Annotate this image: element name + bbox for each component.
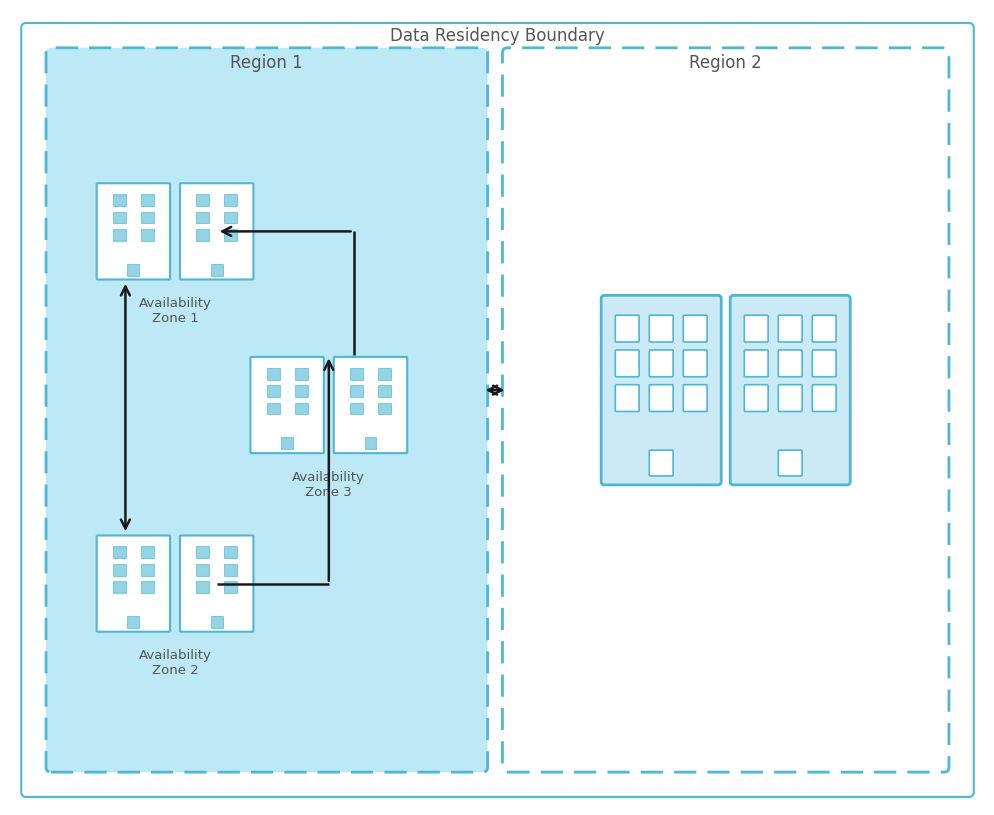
- Bar: [350, 385, 363, 397]
- FancyBboxPatch shape: [777, 315, 801, 342]
- Bar: [141, 194, 154, 206]
- Text: Availability
Zone 2: Availability Zone 2: [138, 649, 212, 677]
- Bar: [141, 564, 154, 575]
- FancyBboxPatch shape: [683, 385, 707, 412]
- FancyBboxPatch shape: [600, 295, 721, 485]
- FancyBboxPatch shape: [811, 315, 835, 342]
- Bar: [112, 229, 125, 240]
- Bar: [294, 385, 307, 397]
- Bar: [141, 229, 154, 240]
- Text: Availability
Zone 3: Availability Zone 3: [292, 470, 365, 499]
- FancyBboxPatch shape: [502, 48, 948, 772]
- Bar: [196, 564, 209, 575]
- Bar: [224, 212, 237, 223]
- FancyBboxPatch shape: [649, 350, 673, 377]
- Bar: [378, 368, 391, 380]
- FancyBboxPatch shape: [614, 350, 638, 377]
- Text: Region 1: Region 1: [230, 54, 302, 72]
- Bar: [141, 581, 154, 593]
- Bar: [112, 212, 125, 223]
- Bar: [294, 368, 307, 380]
- FancyBboxPatch shape: [180, 535, 253, 632]
- FancyBboxPatch shape: [250, 357, 323, 453]
- Bar: [378, 385, 391, 397]
- Bar: [266, 368, 279, 380]
- Bar: [196, 546, 209, 558]
- Bar: [112, 194, 125, 206]
- Bar: [266, 403, 279, 415]
- Text: Region 2: Region 2: [689, 54, 761, 72]
- FancyBboxPatch shape: [46, 48, 487, 772]
- Bar: [196, 581, 209, 593]
- Bar: [211, 616, 223, 628]
- FancyBboxPatch shape: [777, 450, 801, 476]
- Bar: [378, 403, 391, 415]
- Bar: [350, 368, 363, 380]
- FancyBboxPatch shape: [744, 385, 767, 412]
- Bar: [281, 438, 293, 449]
- FancyBboxPatch shape: [614, 385, 638, 412]
- Bar: [294, 403, 307, 415]
- Bar: [211, 263, 223, 275]
- FancyBboxPatch shape: [683, 315, 707, 342]
- Bar: [112, 564, 125, 575]
- FancyBboxPatch shape: [180, 183, 253, 280]
- FancyBboxPatch shape: [777, 385, 801, 412]
- Text: Availability
Zone 1: Availability Zone 1: [138, 297, 212, 325]
- FancyBboxPatch shape: [649, 450, 673, 476]
- FancyBboxPatch shape: [777, 350, 801, 377]
- Bar: [112, 581, 125, 593]
- Bar: [196, 212, 209, 223]
- Bar: [112, 546, 125, 558]
- Bar: [141, 546, 154, 558]
- FancyBboxPatch shape: [614, 315, 638, 342]
- Bar: [224, 194, 237, 206]
- Bar: [224, 229, 237, 240]
- Bar: [127, 616, 139, 628]
- FancyBboxPatch shape: [649, 315, 673, 342]
- Bar: [266, 385, 279, 397]
- Bar: [196, 229, 209, 240]
- FancyBboxPatch shape: [333, 357, 407, 453]
- FancyBboxPatch shape: [744, 350, 767, 377]
- FancyBboxPatch shape: [683, 350, 707, 377]
- Bar: [127, 263, 139, 275]
- FancyBboxPatch shape: [96, 183, 170, 280]
- FancyBboxPatch shape: [811, 385, 835, 412]
- FancyBboxPatch shape: [96, 535, 170, 632]
- Bar: [141, 212, 154, 223]
- FancyBboxPatch shape: [811, 350, 835, 377]
- Text: Data Residency Boundary: Data Residency Boundary: [390, 27, 604, 45]
- FancyBboxPatch shape: [649, 385, 673, 412]
- Bar: [350, 403, 363, 415]
- FancyBboxPatch shape: [744, 315, 767, 342]
- Bar: [224, 564, 237, 575]
- Bar: [196, 194, 209, 206]
- FancyBboxPatch shape: [730, 295, 850, 485]
- Bar: [364, 438, 376, 449]
- Bar: [224, 581, 237, 593]
- Bar: [224, 546, 237, 558]
